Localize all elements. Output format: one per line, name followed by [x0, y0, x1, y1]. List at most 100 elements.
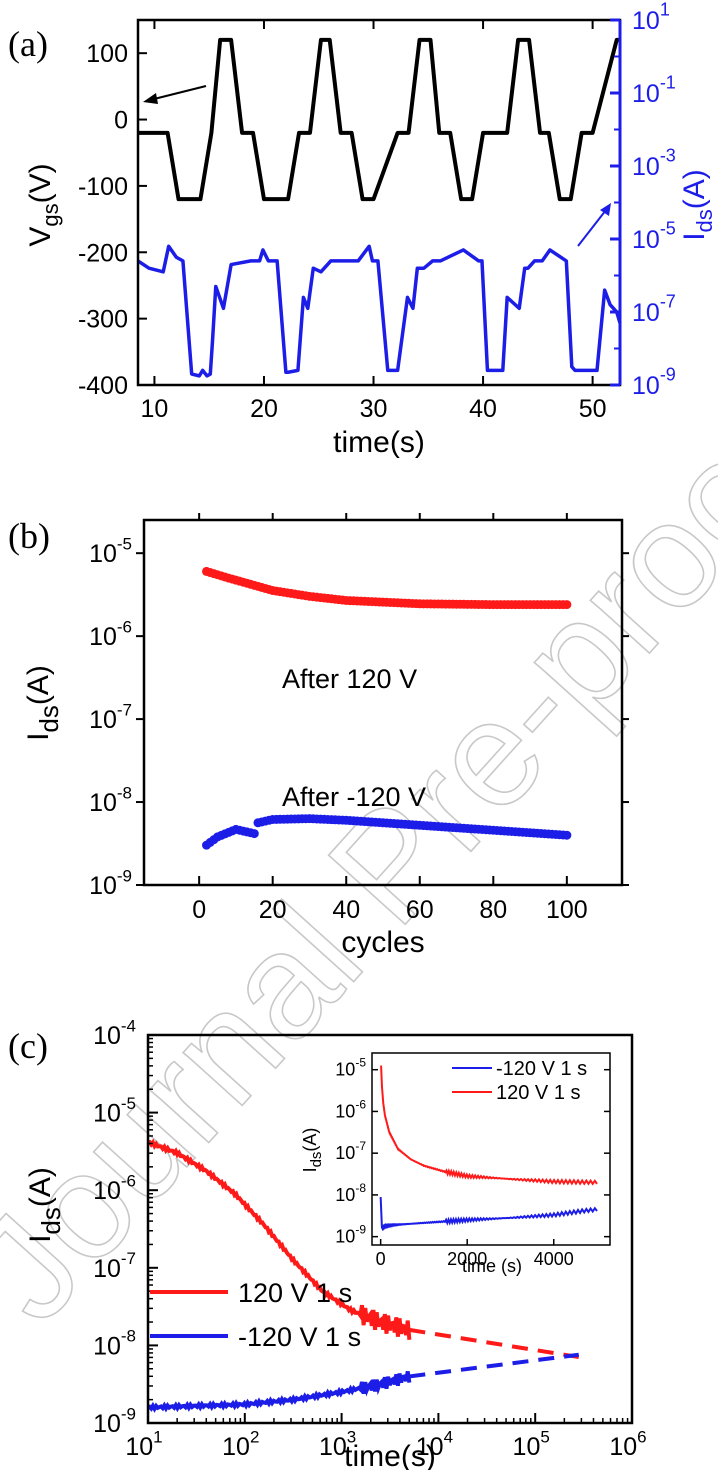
panel-b-y-tick-label: 10-6: [89, 617, 132, 651]
panel-c-y-tick-label: 10-4: [93, 1016, 136, 1050]
panel-b-x-tick-label: 80: [479, 896, 507, 924]
panel-a-ids-line: [137, 244, 622, 378]
panel-c-y-tick-label: 10-9: [93, 1404, 136, 1438]
panel-c-y-tick-label: 10-8: [93, 1327, 136, 1361]
panel-a-x-tick-label: 30: [360, 395, 388, 423]
panel-c-marks: [147, 1138, 580, 1413]
panel-a-x-tick-label: 50: [579, 395, 607, 423]
panel-a-x-tick-label: 10: [141, 395, 169, 423]
panel-c: (c) 101 102 103 104 105 106 10-410-510-610-71…: [8, 1016, 647, 1470]
panel-a-left-tick-label: -200: [78, 239, 128, 267]
panel-b-point-after-neg-120v: [249, 829, 259, 839]
panel-b-y-label: Ids(A): [22, 665, 64, 741]
inset-x-ticks: 0 2000 4000: [376, 1239, 574, 1269]
panel-a-left-tick-label: -400: [78, 372, 128, 400]
panel-a-x-ticks: 10 20 30 40 50: [141, 20, 607, 423]
panel-b-x-tick-label: 60: [406, 896, 434, 924]
panel-b-y-tick-label: 10-7: [89, 700, 132, 734]
panel-b-annotation-after-neg-120v: After -120 V: [282, 782, 426, 812]
panel-a-right-tick-label: 10-5: [632, 219, 676, 255]
panel-c-x-tick-label: 106: [609, 1427, 646, 1461]
panel-a-left-tick-label: -300: [78, 306, 128, 334]
panel-c-line-neg-120v-extrapolation: [409, 1352, 580, 1379]
inset-legend-label-neg: -120 V 1 s: [496, 1058, 587, 1080]
panel-c-line-120v-extrapolation: [409, 1327, 580, 1360]
panel-c-x-tick-label: 101: [125, 1427, 162, 1461]
panel-a-arrowhead-left: [143, 93, 158, 104]
panel-c-x-tick-label: 105: [513, 1427, 550, 1461]
panel-a-left-ticks: 100 0 -100 -200 -300 -400: [78, 40, 147, 400]
panel-a-arrow-right: [577, 209, 607, 247]
panel-a-right-ticks: 101 10-1 10-3 10-5 10-7 10-9: [610, 0, 676, 400]
panel-b-x-tick-label: 40: [332, 896, 360, 924]
panel-c-legend-label-neg: -120 V 1 s: [238, 1322, 361, 1352]
inset-y-tick-label: 10-9: [335, 1223, 366, 1247]
panel-b-x-tick-label: 20: [259, 896, 287, 924]
panel-b-frame: [142, 518, 624, 887]
panel-a-arrow-left: [149, 85, 207, 101]
panel-c-line-120v: [147, 1138, 412, 1340]
panel-a-right-tick-label: 10-1: [632, 73, 676, 109]
inset-y-tick-label: 10-8: [335, 1181, 366, 1205]
panel-a-frame: [136, 18, 622, 387]
inset-line-neg-120v: [379, 1196, 598, 1232]
panel-a-left-tick-label: 0: [114, 107, 128, 135]
panel-a-vgs-line: [138, 37, 620, 202]
inset-y-tick-label: 10-5: [335, 1056, 366, 1080]
panel-c-x-ticks: 101 102 103 104 105 106: [125, 1413, 647, 1461]
panel-b-annotation-after-120v: After 120 V: [282, 664, 417, 694]
panel-b-y-ticks: 10-5 10-6 10-7 10-8 10-9: [89, 534, 629, 900]
panel-a-x-label: time(s): [333, 426, 425, 459]
panel-a-x-tick-label: 20: [250, 395, 278, 423]
panel-c-x-tick-label: 104: [416, 1427, 453, 1461]
panel-b-x-tick-label: 0: [192, 896, 206, 924]
panel-b: (b) 0 20 40 60 80 100 10-5 10-6 10-7 10-8 10-9 cy…: [8, 513, 629, 959]
panel-a-marks: [137, 37, 622, 378]
panel-a-right-tick-label: 10-7: [632, 292, 676, 328]
panel-c-inset: 0 2000 4000 10-510-610-710-810-9 time (s) …: [300, 1052, 611, 1276]
panel-a-left-tick-label: -100: [78, 173, 128, 201]
panel-c-frame: [146, 1033, 634, 1425]
panel-a-right-tick-label: 10-9: [632, 365, 676, 401]
panel-b-x-ticks: 0 20 40 60 80 100: [192, 513, 588, 924]
inset-line-120v: [380, 1065, 598, 1186]
inset-marks: [379, 1065, 598, 1232]
panel-c-line-neg-120v: [147, 1371, 412, 1413]
panel-a-right-tick-label: 10-3: [632, 146, 676, 182]
inset-y-tick-label: 10-6: [335, 1097, 366, 1121]
panel-b-label: (b): [8, 516, 50, 556]
panel-c-x-tick-label: 103: [319, 1427, 356, 1461]
inset-y-ticks: 10-5 10-6 10-7 10-8 10-9: [335, 1056, 610, 1247]
panel-c-label: (c): [8, 1026, 48, 1066]
inset-x-tick-label: 2000: [447, 1249, 487, 1269]
panel-c-y-tick-label: 10-5: [93, 1094, 136, 1128]
panel-b-y-tick-label: 10-9: [89, 866, 132, 900]
inset-legend-label-pos: 120 V 1 s: [496, 1082, 581, 1104]
panel-a-left-y-label: Vgs(V): [24, 163, 63, 246]
panel-c-legend-label-pos: 120 V 1 s: [238, 1278, 352, 1308]
panel-a-label: (a): [8, 24, 48, 64]
panel-c-y-ticks: 10-4 10-5 10-6 10-7 10-8 10-9: [93, 1016, 158, 1438]
inset-x-label: time (s): [462, 1256, 522, 1276]
panel-a-right-tick-label: 101: [632, 0, 670, 35]
panel-b-point-after-120v: [562, 600, 572, 610]
panel-b-y-tick-label: 10-8: [89, 783, 132, 817]
panel-a-arrowhead-right: [600, 203, 611, 216]
inset-y-label: Ids(A): [300, 1128, 325, 1173]
panel-b-x-label: cycles: [341, 926, 424, 959]
panel-c-y-label: Ids(A): [24, 1167, 66, 1243]
inset-x-tick-label: 4000: [534, 1249, 574, 1269]
panel-b-x-tick-label: 100: [546, 896, 588, 924]
panel-c-y-tick-label: 10-6: [93, 1171, 136, 1205]
inset-x-tick-label: 0: [376, 1249, 386, 1269]
panel-b-marks: [202, 566, 572, 850]
panel-a-right-y-label: Ids(A): [678, 169, 717, 241]
panel-c-y-tick-label: 10-7: [93, 1249, 136, 1283]
panel-b-y-tick-label: 10-5: [89, 534, 132, 568]
panel-c-x-tick-label: 102: [222, 1427, 259, 1461]
panel-a-x-tick-label: 40: [469, 395, 497, 423]
panel-c-x-label: time(s): [344, 1440, 436, 1470]
panel-b-point-after-neg-120v: [562, 830, 572, 840]
